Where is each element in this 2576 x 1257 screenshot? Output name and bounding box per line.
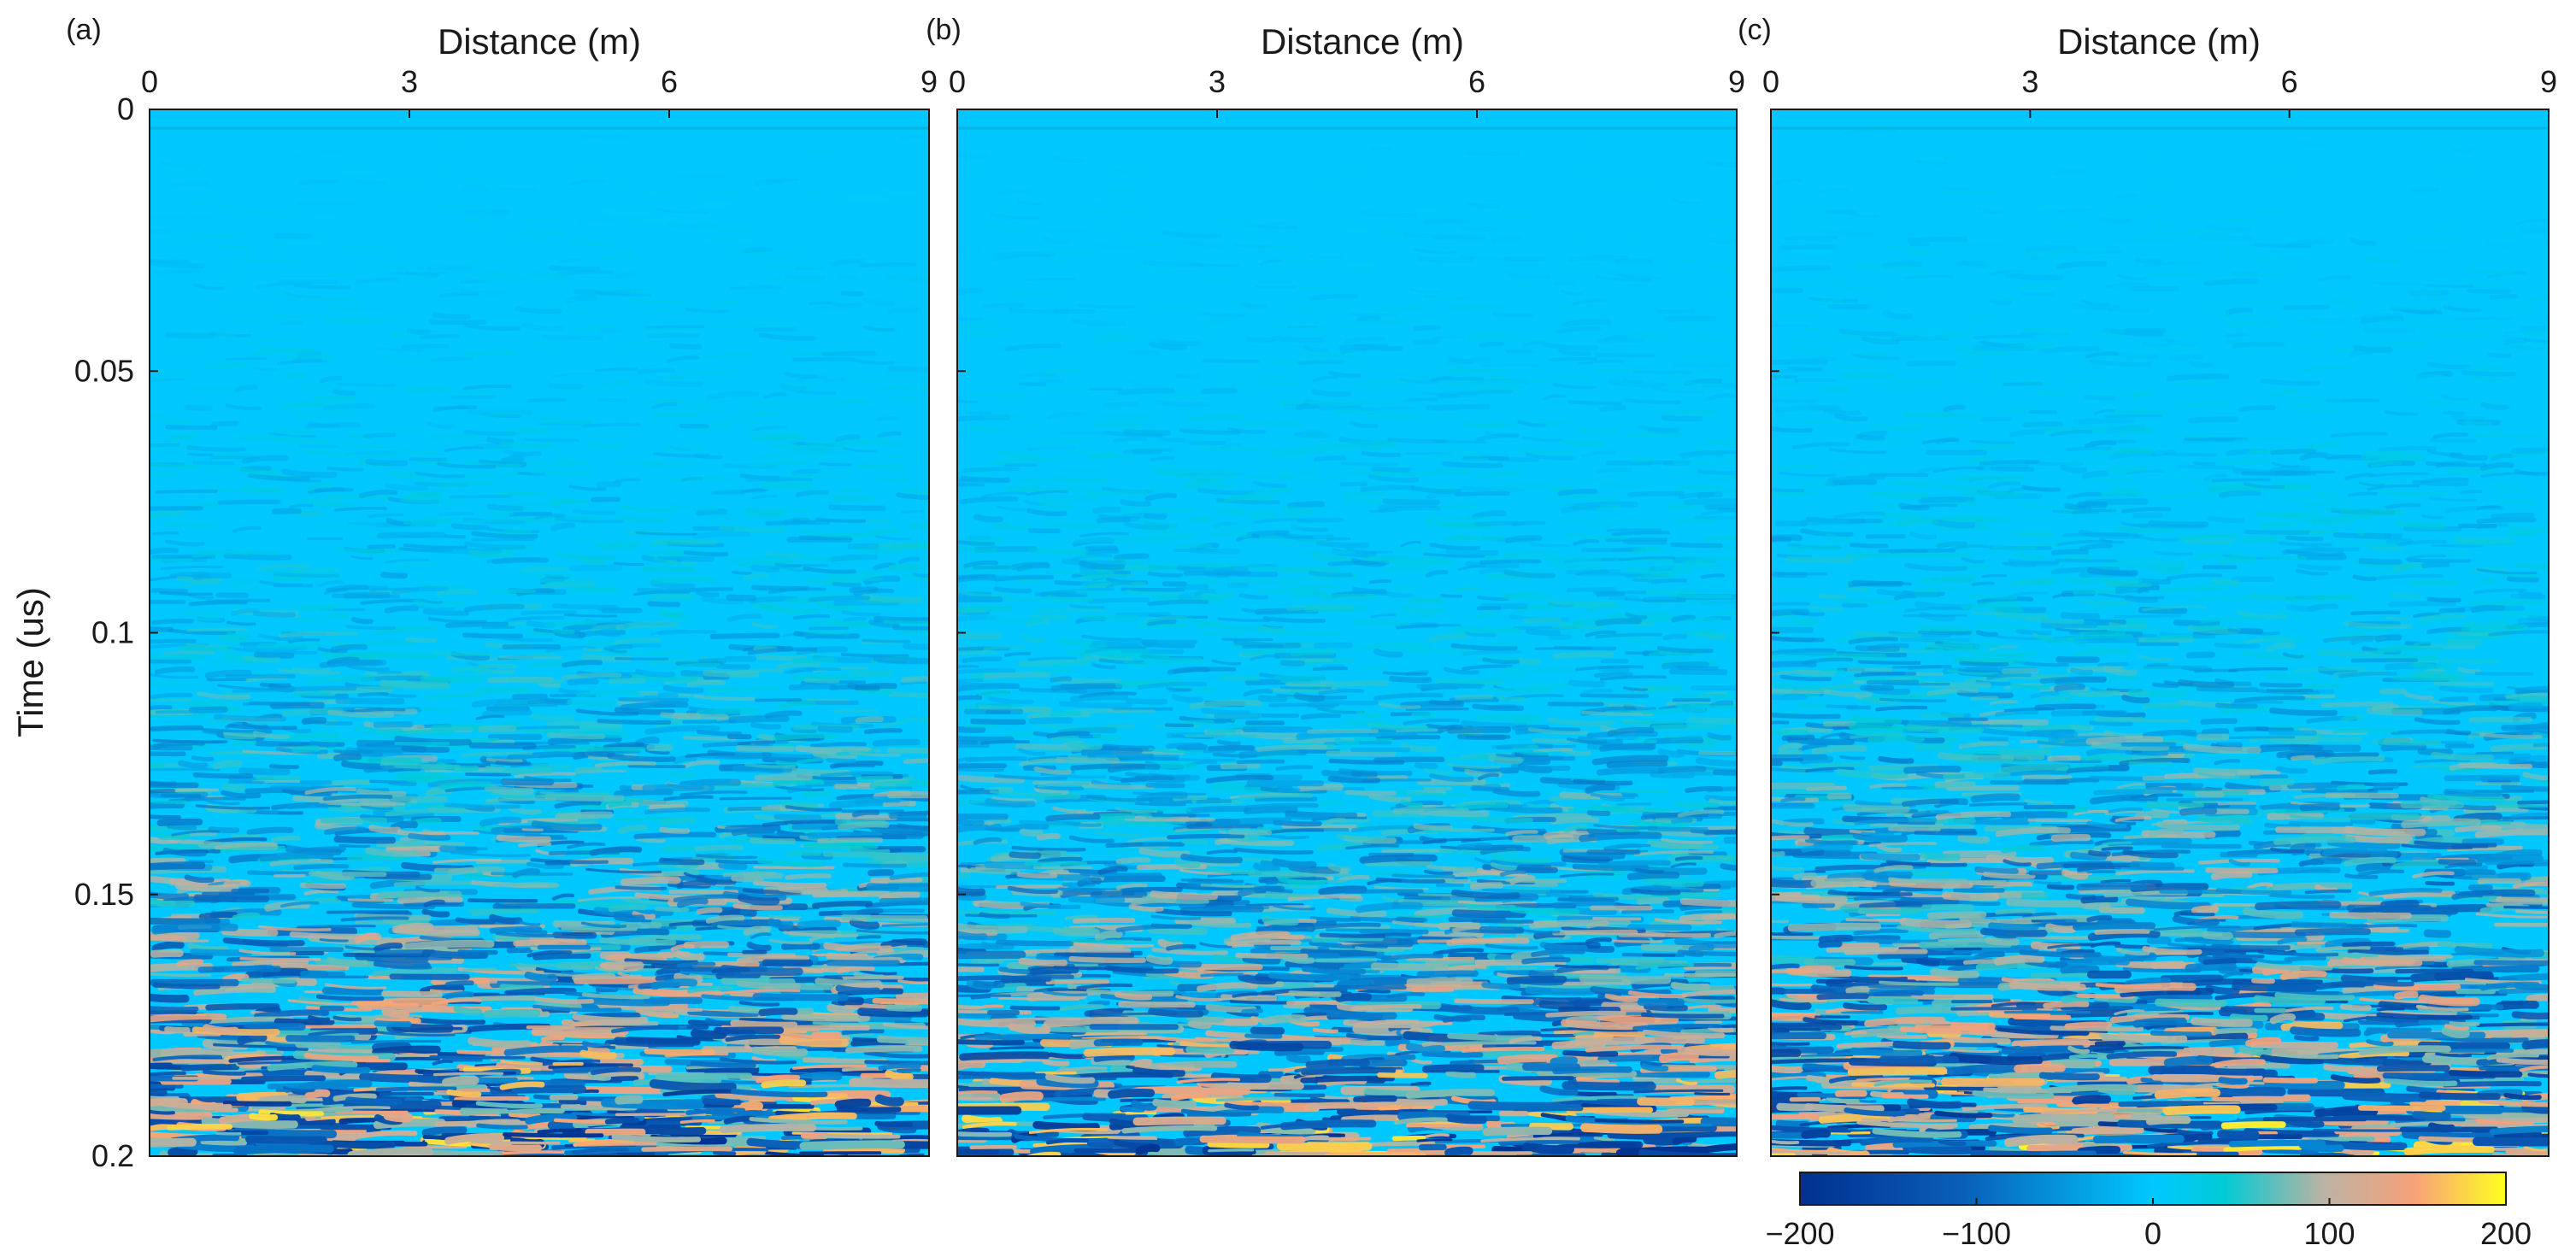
x-tick-label: 3 (2021, 64, 2038, 99)
colorbar-tick-label: 200 (2480, 1216, 2532, 1251)
radargram-field (957, 126, 1737, 1156)
x-tick-label: 9 (1728, 64, 1745, 99)
y-tick-label: 0.2 (91, 1138, 134, 1173)
x-axis-title-c: Distance (m) (2057, 21, 2261, 62)
colorbar-tick-label: 0 (2144, 1216, 2161, 1251)
y-tick-label: 0.15 (74, 877, 134, 912)
colorbar: −200 −100 0 100 200 (1765, 1172, 2532, 1251)
panel-label-b: (b) (926, 14, 962, 46)
radargram-field (150, 126, 929, 1156)
panel-b: (b) Distance (m) 0 3 6 9 (926, 14, 1745, 1157)
y-tick-label: 0 (117, 91, 134, 126)
x-axis-title-b: Distance (m) (1261, 21, 1464, 62)
colorbar-tick-label: −200 (1765, 1216, 1834, 1251)
x-tick-label: 3 (1209, 64, 1226, 99)
y-tick-label: 0.1 (91, 615, 134, 650)
x-tick-label: 9 (2540, 64, 2557, 99)
panel-a: (a) Distance (m) 0 3 6 9 0 0.05 0.1 0.15 0.2 (66, 14, 938, 1173)
x-tick-label: 6 (2281, 64, 2298, 99)
x-tick-label: 6 (661, 64, 678, 99)
y-axis-title: Time (us) (10, 587, 50, 737)
colorbar-tick-label: −100 (1942, 1216, 2011, 1251)
colorbar-tick-label: 100 (2303, 1216, 2355, 1251)
radargram-field (1771, 126, 2549, 1156)
x-tick-label: 9 (920, 64, 938, 99)
panel-c: (c) Distance (m) 0 3 6 9 (1738, 14, 2557, 1157)
x-tick-label: 0 (949, 64, 966, 99)
y-tick-label: 0.05 (74, 353, 134, 388)
x-tick-label: 0 (141, 64, 158, 99)
x-tick-label: 0 (1762, 64, 1779, 99)
panel-label-a: (a) (66, 14, 102, 46)
x-tick-label: 6 (1468, 64, 1485, 99)
x-tick-label: 3 (401, 64, 418, 99)
panel-label-c: (c) (1738, 14, 1772, 46)
x-axis-title-a: Distance (m) (438, 21, 641, 62)
